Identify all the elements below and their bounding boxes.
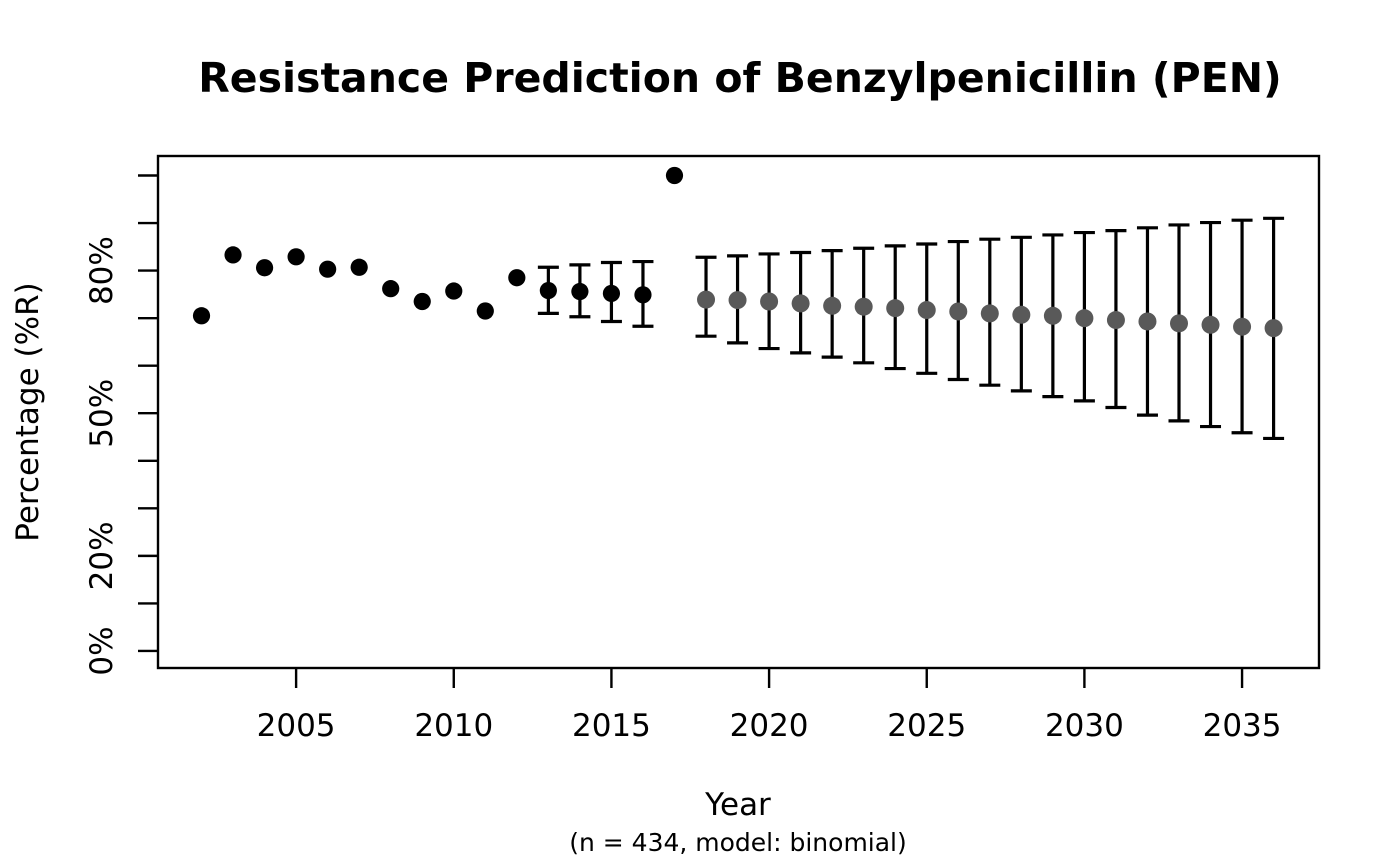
observed-point — [224, 246, 242, 264]
predicted-point — [1233, 317, 1252, 336]
x-tick-label: 2010 — [414, 708, 493, 744]
predicted-point — [791, 294, 810, 313]
x-tick-label: 2030 — [1045, 708, 1124, 744]
predicted-point — [854, 297, 873, 316]
x-tick-label: 2020 — [730, 708, 809, 744]
observed-point — [508, 269, 526, 287]
observed-point — [476, 302, 494, 320]
x-tick-label: 2005 — [257, 708, 336, 744]
observed-point — [413, 292, 431, 311]
observed-point — [192, 307, 211, 325]
observed-point — [319, 260, 337, 278]
observed-point — [665, 166, 684, 185]
predicted-point — [728, 291, 747, 310]
observed-point — [350, 258, 368, 276]
predicted-point — [1264, 319, 1283, 338]
y-tick-label: 0% — [84, 626, 120, 675]
observed-point — [634, 286, 652, 304]
observed-point — [287, 248, 305, 266]
predicted-point — [886, 299, 905, 318]
observed-point — [539, 281, 557, 300]
predicted-point — [1012, 305, 1031, 324]
x-tick-label: 2035 — [1203, 708, 1282, 744]
observed-point — [255, 259, 274, 277]
x-tick-label: 2015 — [572, 708, 651, 744]
x-tick-label: 2025 — [887, 708, 966, 744]
predicted-point — [760, 292, 779, 311]
y-axis-title: Percentage (%R) — [10, 282, 46, 541]
predicted-point — [697, 290, 716, 309]
observed-point — [602, 284, 621, 303]
predicted-point — [1138, 312, 1157, 331]
predicted-point — [949, 302, 968, 321]
y-tick-label: 50% — [84, 379, 120, 448]
plot-area: 2005 2010 2015 2020 2025 2030 2035 0% 20% 50% 80% — [84, 154, 1321, 744]
y-tick-label: 20% — [84, 521, 120, 590]
predicted-point — [917, 301, 936, 320]
predicted-point — [1201, 315, 1220, 334]
predicted-point — [1043, 306, 1062, 325]
plot-border — [156, 154, 1321, 670]
x-axis-subtitle: (n = 434, model: binomial) — [569, 828, 907, 857]
predicted-point — [1169, 314, 1188, 333]
observed-point — [382, 280, 400, 298]
predicted-point — [1075, 309, 1094, 328]
predicted-point — [823, 296, 842, 315]
chart-title: Resistance Prediction of Benzylpenicilli… — [198, 54, 1282, 102]
observed-point — [445, 282, 463, 300]
y-tick-label: 80% — [84, 236, 120, 305]
observed-point — [571, 282, 589, 301]
predicted-point — [1106, 311, 1125, 330]
predicted-point — [980, 304, 999, 323]
x-axis-title: Year — [704, 787, 771, 823]
